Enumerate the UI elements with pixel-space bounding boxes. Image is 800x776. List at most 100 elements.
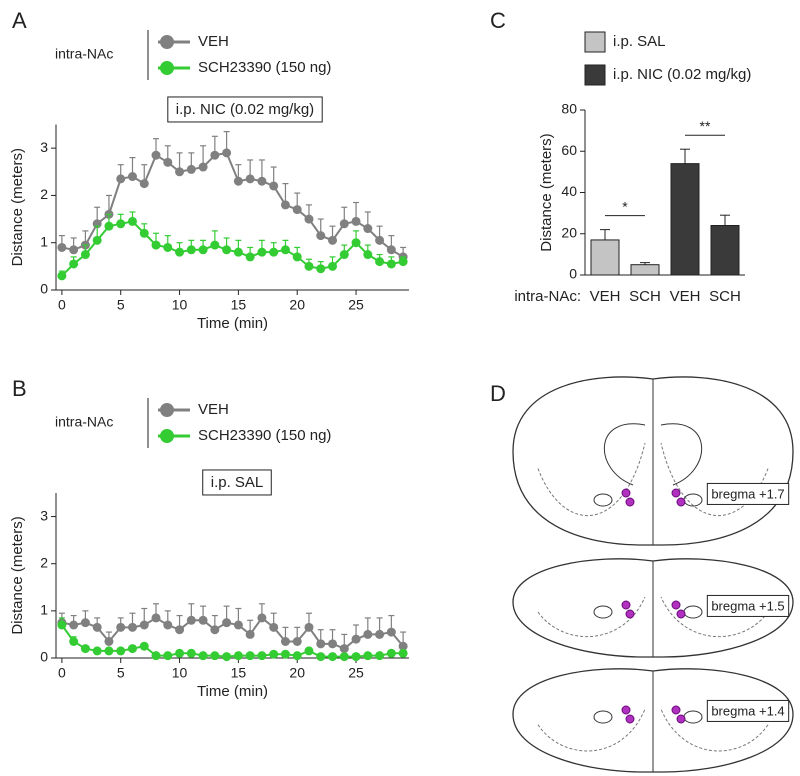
data-point — [57, 271, 67, 281]
data-point — [175, 247, 185, 257]
series-line — [61, 616, 404, 650]
inner-contour — [660, 596, 769, 638]
data-point — [257, 176, 267, 186]
data-point — [127, 622, 137, 632]
data-point — [92, 646, 102, 656]
data-point — [386, 627, 396, 637]
y-tick-label: 0 — [569, 266, 577, 282]
x-tick-label: VEH — [670, 288, 701, 305]
data-point — [116, 219, 126, 229]
data-point — [245, 252, 255, 262]
data-point — [151, 240, 161, 250]
data-point — [292, 651, 302, 661]
x-tick-label: SCH — [629, 288, 661, 305]
x-tick-label: 5 — [117, 297, 125, 313]
y-tick-label: 2 — [40, 186, 48, 202]
data-point — [257, 651, 267, 661]
injection-site — [676, 609, 686, 619]
injection-site — [621, 600, 631, 610]
x-tick-label: 0 — [58, 297, 66, 313]
commissure — [593, 493, 613, 507]
section-label-box — [706, 699, 790, 722]
data-point — [386, 648, 396, 658]
data-point — [210, 150, 220, 160]
data-point — [363, 250, 373, 260]
data-point — [233, 247, 243, 257]
data-point — [69, 620, 79, 630]
ventricle — [603, 423, 646, 486]
data-point — [280, 245, 290, 255]
commissure — [593, 710, 613, 724]
legend-label: VEH — [198, 401, 229, 418]
inner-contour — [537, 708, 646, 752]
annotation: i.p. SAL — [211, 474, 264, 491]
section-label-box — [706, 482, 790, 505]
data-point — [116, 622, 126, 632]
data-point — [233, 620, 243, 630]
bar — [710, 225, 740, 276]
data-point — [222, 148, 232, 158]
data-point — [328, 652, 338, 662]
legend-swatch — [584, 31, 606, 53]
data-point — [80, 644, 90, 654]
y-tick-label: 3 — [40, 507, 48, 523]
data-point — [386, 259, 396, 269]
injection-site — [625, 609, 635, 619]
data-point — [151, 613, 161, 623]
injection-site — [671, 600, 681, 610]
section-label: bregma +1.7 — [711, 486, 784, 501]
x-tick-label: 15 — [231, 297, 247, 313]
data-point — [104, 637, 114, 646]
data-point — [304, 214, 314, 224]
data-point — [175, 648, 185, 658]
section-label-box — [706, 594, 790, 617]
data-point — [339, 644, 349, 654]
data-point — [280, 649, 290, 659]
data-point — [210, 240, 220, 250]
y-tick-label: 20 — [561, 224, 577, 240]
legend-label: VEH — [198, 33, 229, 50]
commissure — [593, 605, 613, 619]
inner-contour — [660, 708, 769, 752]
data-point — [198, 615, 208, 625]
data-point — [351, 216, 361, 226]
x-tick-label: 25 — [348, 665, 364, 681]
data-point — [69, 259, 79, 269]
legend-title: intra-NAc — [55, 414, 113, 430]
section-label: bregma +1.5 — [711, 598, 784, 613]
data-point — [280, 637, 290, 646]
data-point — [104, 646, 114, 656]
brain-section: bregma +1.7 — [512, 376, 794, 546]
data-point — [339, 652, 349, 662]
data-point — [328, 639, 338, 649]
legend-label: SCH23390 (150 ng) — [198, 59, 331, 76]
legend-swatch — [584, 64, 606, 86]
data-point — [386, 245, 396, 255]
injection-site — [625, 497, 635, 507]
data-point — [139, 179, 149, 189]
data-point — [210, 651, 220, 661]
data-point — [363, 651, 373, 661]
y-tick-label: 1 — [40, 233, 48, 249]
data-point — [269, 181, 279, 191]
data-point — [80, 250, 90, 260]
data-point — [292, 205, 302, 215]
data-point — [280, 200, 290, 210]
inner-contour — [537, 596, 646, 638]
data-point — [116, 646, 126, 656]
panel-letter: D — [490, 381, 506, 406]
x-tick-label: 20 — [289, 665, 305, 681]
x-axis-label: intra-NAc: — [514, 288, 581, 305]
x-tick-label: 10 — [172, 297, 188, 313]
inner-contour — [660, 442, 769, 516]
data-point — [186, 164, 196, 174]
data-point — [80, 618, 90, 628]
significance-label: * — [622, 198, 628, 214]
data-point — [139, 641, 149, 651]
panel-letter: B — [12, 376, 27, 401]
data-point — [57, 242, 67, 252]
data-point — [163, 651, 173, 661]
injection-site — [676, 497, 686, 507]
data-point — [222, 652, 232, 662]
